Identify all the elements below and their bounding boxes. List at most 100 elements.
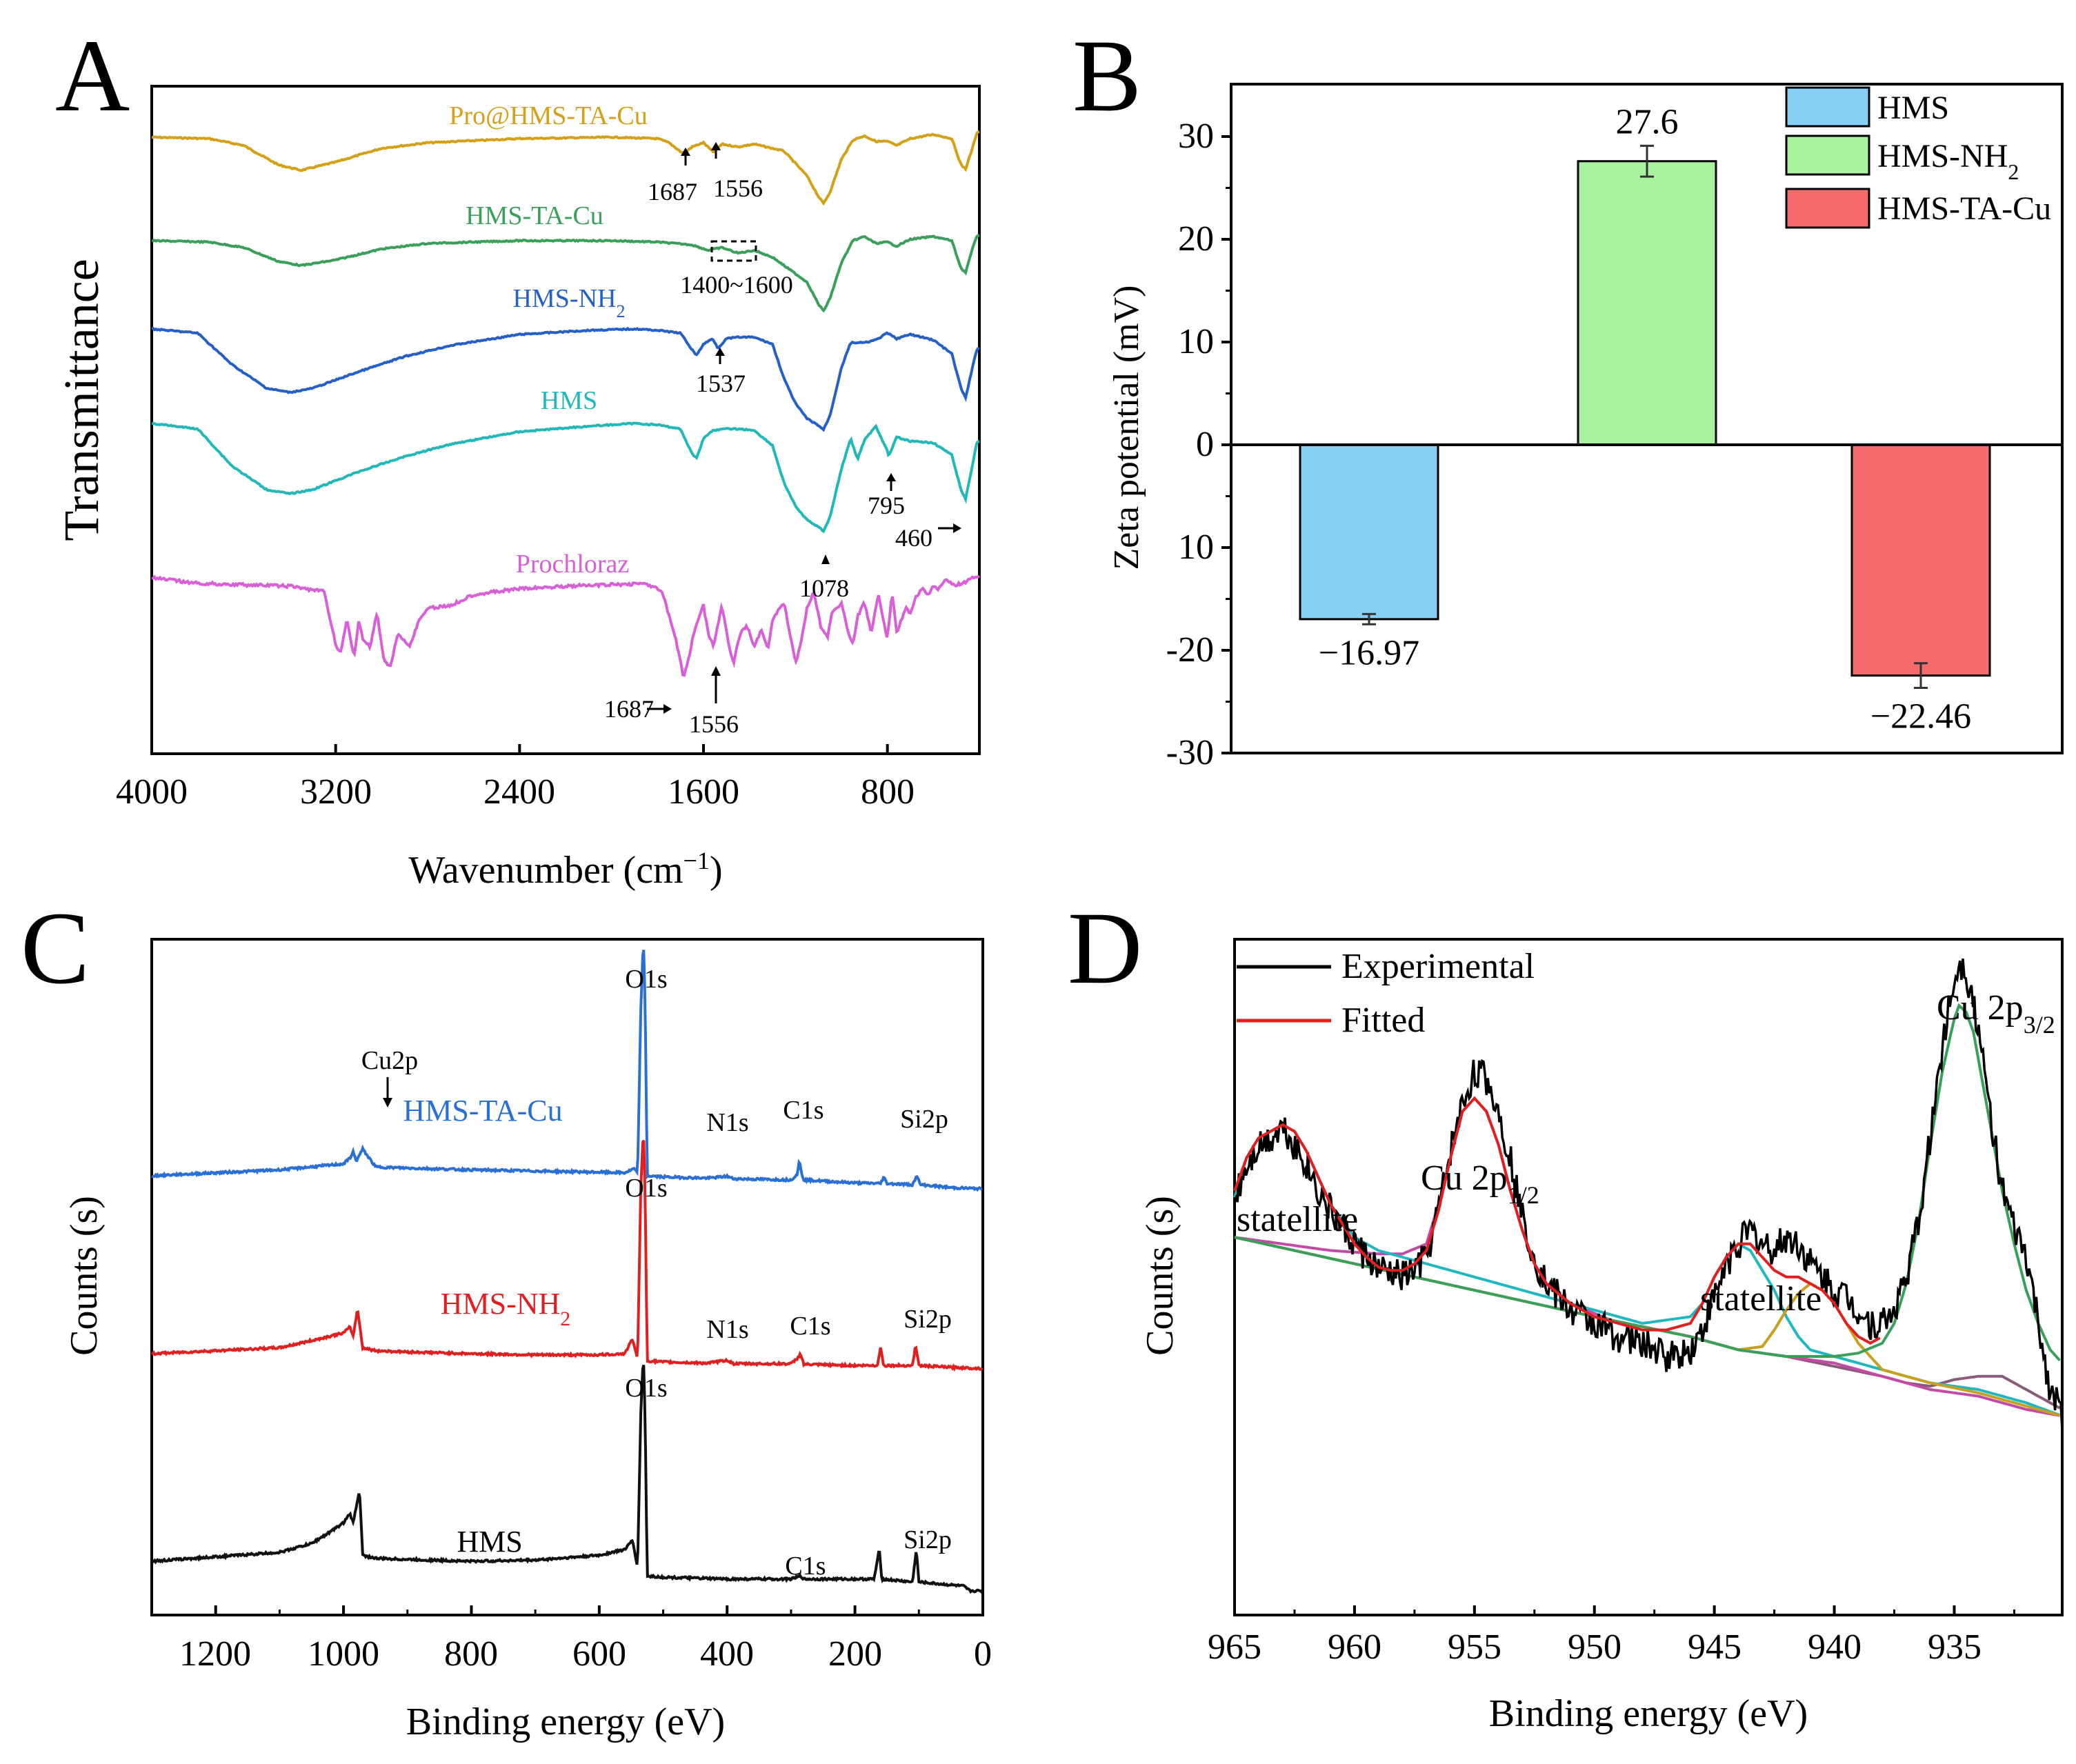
c-xtick-400: 400 bbox=[700, 1634, 754, 1674]
d-y-axis-label: Counts (s) bbox=[1139, 1196, 1181, 1356]
d-series-line-fitted bbox=[1233, 1096, 1881, 1345]
b-legend-swatch-hms-ta-cu bbox=[1785, 188, 1870, 229]
panel-letter-d: D bbox=[1068, 891, 1142, 1005]
c-annot-si2p-mid: Si2p bbox=[904, 1305, 952, 1334]
c-annot-o1s-top: O1s bbox=[625, 965, 667, 994]
a-xtick-800: 800 bbox=[861, 772, 915, 812]
a-annot-1556-bottom: 1556 bbox=[689, 710, 739, 738]
d-legend-label-fitted: Fitted bbox=[1341, 1001, 1425, 1040]
a-series-line-hms-ta-cu bbox=[151, 234, 979, 313]
d-annot-statellite-mid: statellite bbox=[1700, 1279, 1822, 1319]
b-ytick-30: 30 bbox=[1178, 117, 1214, 156]
c-annot-c1s-bottom: C1s bbox=[785, 1552, 826, 1581]
panel-a-ticks bbox=[150, 744, 889, 754]
b-ytick-0: 0 bbox=[1196, 425, 1214, 464]
c-series-line-hms-nh bbox=[150, 1139, 984, 1372]
a-label-hms-ta-cu: HMS-TA-Cu bbox=[466, 201, 603, 230]
d-xtick-940: 940 bbox=[1808, 1627, 1862, 1667]
a-xtick-1600: 1600 bbox=[668, 772, 739, 812]
c-annot-o1s-mid: O1s bbox=[625, 1174, 667, 1203]
panel-a-x-tick-labels: 4000 3200 2400 1600 800 bbox=[116, 772, 915, 812]
a-label-prochloraz: Prochloraz bbox=[516, 550, 630, 579]
c-annot-si2p-top: Si2p bbox=[900, 1105, 948, 1134]
panel-d-ticks bbox=[1233, 1605, 2015, 1615]
panel-letter-a: A bbox=[55, 19, 130, 133]
panel-d-cu2p-chart: D 965 960 955 950 945 940 935 Binding en… bbox=[1068, 891, 2064, 1735]
a-region-box bbox=[710, 240, 757, 262]
c-annot-si2p-bottom: Si2p bbox=[904, 1525, 952, 1554]
d-xtick-945: 945 bbox=[1688, 1627, 1741, 1667]
d-xtick-960: 960 bbox=[1328, 1627, 1381, 1667]
a-y-axis-label: Transmittance bbox=[54, 259, 109, 541]
d-annot-cu-2p-1-2: Cu 2p1/2 bbox=[1421, 1159, 1539, 1209]
c-series-line-hms-ta-cu bbox=[151, 950, 983, 1192]
b-ytick-neg10: 10 bbox=[1178, 528, 1214, 567]
b-legend-swatch-hms bbox=[1785, 86, 1870, 128]
b-value-label-hms-nh2: 27.6 bbox=[1616, 102, 1679, 141]
panel-d-x-tick-labels: 965 960 955 950 945 940 935 bbox=[1208, 1627, 1982, 1667]
b-y-axis-label: Zeta potential (mV) bbox=[1107, 285, 1146, 570]
d-xtick-935: 935 bbox=[1928, 1627, 1982, 1667]
a-annot-1556-top: 1556 bbox=[713, 174, 763, 202]
b-value-label-hms-ta-cu: −22.46 bbox=[1870, 697, 1971, 736]
d-series-line-cu-2p3-2-component bbox=[1234, 1003, 2061, 1362]
panel-d-annotations: statellite Cu 2p1/2 statellite Cu 2p3/2 bbox=[1237, 988, 2055, 1319]
a-series-line-hms-nh2 bbox=[152, 326, 980, 432]
panel-b-zeta-chart: B 30 20 10 0 10 -20 -30 Zeta potential (… bbox=[1072, 19, 2064, 772]
a-label-pro-hms-ta-cu: Pro@HMS-TA-Cu bbox=[449, 101, 647, 130]
b-ytick-10: 10 bbox=[1178, 322, 1214, 361]
c-annot-cu2p: Cu2p bbox=[361, 1046, 418, 1075]
b-ytick-neg30: -30 bbox=[1166, 733, 1214, 772]
c-label-hms: HMS bbox=[457, 1525, 522, 1558]
panel-c-xps-survey-chart: C 1200 1000 800 600 400 200 0 Binding en… bbox=[21, 891, 992, 1743]
panel-c-series bbox=[150, 950, 984, 1594]
b-legend-label-hms-ta-cu: HMS-TA-Cu bbox=[1877, 190, 2051, 227]
panel-a-series bbox=[151, 130, 981, 677]
a-label-hms-nh2: HMS-NH2 bbox=[513, 284, 626, 321]
a-annot-1687-top: 1687 bbox=[648, 178, 697, 206]
a-series-line-pro-hms-ta-cu bbox=[151, 130, 980, 206]
panel-a-frame bbox=[150, 85, 981, 755]
d-annot-statellite-left: statellite bbox=[1237, 1200, 1358, 1239]
a-annot-1078: 1078 bbox=[799, 574, 849, 602]
c-xtick-1000: 1000 bbox=[308, 1634, 379, 1674]
a-annot-1687-bottom: 1687 bbox=[604, 695, 654, 723]
panel-b-ticks bbox=[1221, 135, 1231, 754]
panel-c-annotations: Cu2p HMS-TA-Cu O1s N1s C1s Si2p HMS-NH2 … bbox=[361, 965, 952, 1581]
b-value-label-hms: −16.97 bbox=[1319, 633, 1419, 672]
c-xtick-800: 800 bbox=[444, 1634, 498, 1674]
panel-a-ftir-chart: A 4000 3200 2400 1600 800 Wavenumber (cm… bbox=[54, 19, 981, 892]
d-series-line-experimental bbox=[1233, 958, 2064, 1432]
panel-a-annotations: 1687 1556 1400~1600 1537 795 460 1078 16… bbox=[604, 142, 961, 738]
panel-c-ticks bbox=[214, 1605, 984, 1615]
d-annot-cu-2p-3-2: Cu 2p3/2 bbox=[1937, 988, 2055, 1039]
c-x-axis-label: Binding energy (eV) bbox=[406, 1701, 725, 1743]
panel-d-frame bbox=[1233, 938, 2064, 1616]
panel-d-legend: Experimental Fitted bbox=[1237, 947, 1535, 1040]
panel-letter-c: C bbox=[21, 891, 90, 1005]
c-annot-n1s-top: N1s bbox=[706, 1108, 748, 1137]
c-y-axis-label: Counts (s) bbox=[63, 1196, 106, 1356]
d-x-axis-label: Binding energy (eV) bbox=[1489, 1692, 1808, 1735]
b-legend-label-hms: HMS bbox=[1877, 90, 1949, 126]
panel-b-value-labels: −16.97 27.6 −22.46 bbox=[1319, 102, 1971, 736]
d-legend-label-experimental: Experimental bbox=[1341, 947, 1535, 986]
c-xtick-1200: 1200 bbox=[179, 1634, 251, 1674]
b-legend-swatch-hms-nh2 bbox=[1785, 134, 1870, 176]
a-label-hms: HMS bbox=[541, 386, 597, 415]
b-bar-hms bbox=[1299, 443, 1439, 621]
b-bar-hms-ta-cu bbox=[1850, 443, 1991, 677]
c-annot-n1s-mid: N1s bbox=[706, 1315, 748, 1344]
d-xtick-950: 950 bbox=[1568, 1627, 1621, 1667]
d-series-line-cu-2p1-2-satellite-component bbox=[1234, 1096, 2060, 1417]
b-legend-label-hms-nh2: HMS-NH2 bbox=[1877, 138, 2019, 184]
b-ytick-20: 20 bbox=[1178, 219, 1214, 259]
d-series-line-satellite-963-component bbox=[1233, 1123, 2061, 1416]
panel-letter-b: B bbox=[1072, 19, 1141, 133]
panel-c-x-tick-labels: 1200 1000 800 600 400 200 0 bbox=[179, 1634, 992, 1674]
c-label-hms-ta-cu: HMS-TA-Cu bbox=[403, 1094, 562, 1127]
c-xtick-600: 600 bbox=[572, 1634, 626, 1674]
panel-c-frame bbox=[150, 938, 984, 1616]
c-series-line-hms bbox=[151, 1364, 984, 1594]
a-x-axis-label: Wavenumber (cm−1) bbox=[408, 847, 722, 892]
